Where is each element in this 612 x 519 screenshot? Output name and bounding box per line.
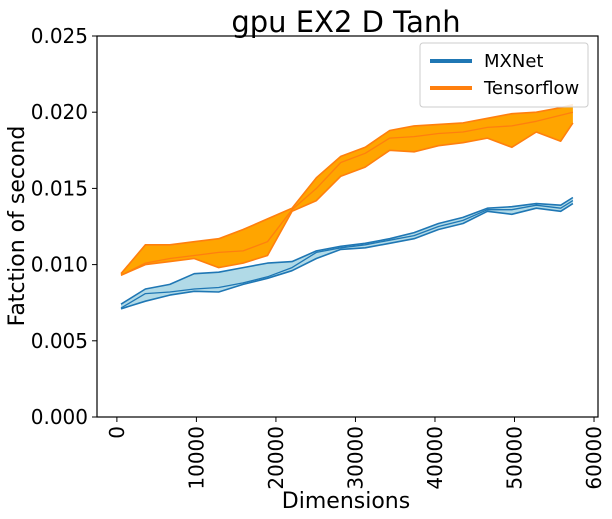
y-tick-label: 0.020 (31, 100, 88, 124)
legend-label-mxnet: MXNet (484, 51, 543, 72)
x-axis-label: Dimensions (282, 489, 410, 514)
x-tick-label: 10000 (184, 426, 208, 490)
line-mxnet-lower (120, 202, 574, 310)
y-axis-ticks: 0.000 0.005 0.010 0.015 0.020 0.025 (31, 24, 97, 429)
legend: MXNet Tensorflow (419, 42, 589, 108)
y-axis-label: Fatction of second (5, 126, 30, 327)
x-tick-label: 30000 (344, 426, 368, 490)
x-tick-label: 50000 (503, 426, 527, 490)
x-tick-label: 20000 (264, 426, 288, 490)
series-lines (120, 103, 574, 310)
x-tick-label: 0 (105, 426, 129, 439)
y-tick-label: 0.010 (31, 253, 88, 277)
y-tick-label: 0.000 (31, 405, 88, 429)
x-tick-label: 40000 (423, 426, 447, 490)
x-axis-ticks: 0 10000 20000 30000 40000 50000 60000 (105, 417, 606, 490)
line-mxnet-upper (120, 196, 574, 305)
chart-title: gpu EX2 D Tanh (231, 5, 460, 39)
y-tick-label: 0.025 (31, 24, 88, 48)
line-tensorflow-upper (120, 103, 574, 275)
line-tensorflow-lower (120, 122, 574, 277)
plot-frame (96, 35, 599, 418)
x-tick-label: 60000 (582, 426, 606, 490)
y-tick-label: 0.015 (31, 176, 88, 200)
band-tensorflow (121, 104, 573, 276)
y-tick-label: 0.005 (31, 329, 88, 353)
line-mxnet-mean (120, 200, 574, 309)
legend-label-tensorflow: Tensorflow (483, 78, 579, 99)
confidence-bands (121, 104, 573, 309)
line-tensorflow-mean (120, 111, 574, 276)
band-mxnet (121, 197, 573, 309)
